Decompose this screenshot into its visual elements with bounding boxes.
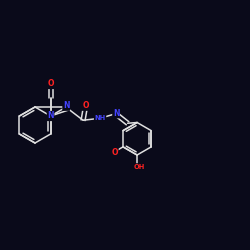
Text: N: N [47,112,54,120]
Text: OH: OH [134,164,145,170]
Text: N: N [113,109,119,118]
Text: O: O [112,148,118,158]
Text: O: O [82,101,89,110]
Text: O: O [47,80,54,88]
Text: N: N [63,101,70,110]
Text: NH: NH [94,115,106,121]
